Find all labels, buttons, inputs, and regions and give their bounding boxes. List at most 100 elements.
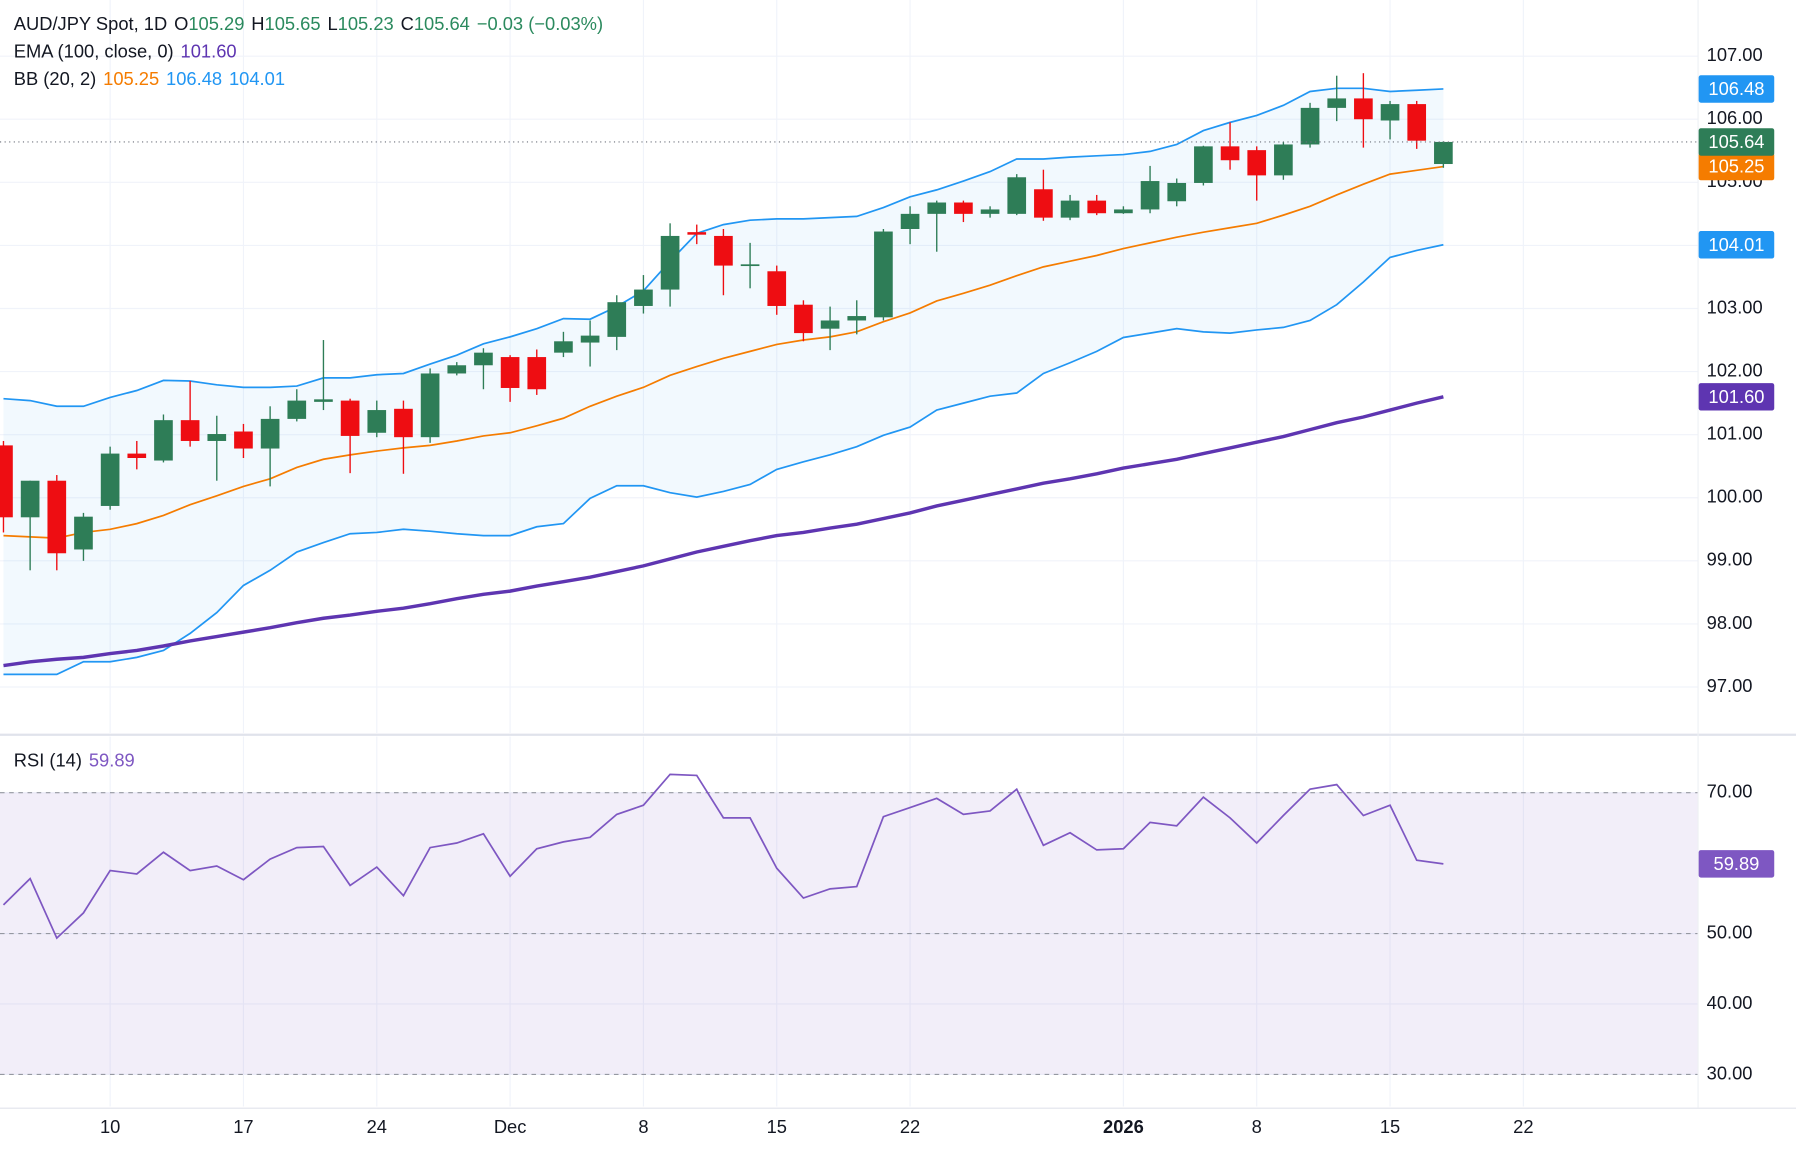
price-legend: AUD/JPY Spot, 1D O105.29 H105.65 L105.23 C10… [14,11,610,93]
candle-body [260,418,280,449]
candle-body [234,431,253,449]
candle-body [767,271,787,306]
candle [1220,122,1240,170]
candle-body [1087,200,1107,214]
candle-body [1274,144,1293,176]
candle-body [687,232,707,235]
candle [820,306,840,351]
candle [180,381,200,447]
price-tag-label: 101.60 [1708,386,1764,407]
candle [0,440,13,533]
candle-body [0,445,13,518]
y-tick-label: 106.00 [1707,107,1763,128]
candle-body [127,453,147,459]
candle [1380,100,1400,140]
y-tick-label: 107.00 [1707,44,1763,65]
x-tick-label: 8 [638,1116,648,1137]
candle-body [367,410,387,433]
x-tick-label: 22 [1513,1116,1533,1137]
x-tick-label: 15 [767,1116,787,1137]
price-tag-box [1698,231,1775,259]
candle [900,206,920,245]
candle [1274,141,1293,180]
candle-body [847,316,867,321]
candle-body [1327,98,1347,108]
candle [20,480,40,571]
legend-row: BB (20, 2) 105.25 106.48 104.01 [14,66,610,93]
candle-body [874,231,893,318]
candle-body [1407,104,1427,141]
candle [127,440,147,470]
price-tag: 105.64 [1698,128,1775,156]
candle-body [1434,141,1453,165]
candle-body [447,365,467,374]
candle-body [980,209,1000,214]
x-tick-label: 8 [1252,1116,1262,1137]
candle [1114,206,1133,214]
candle-body [1247,150,1267,176]
price-tag-box [1698,850,1775,878]
price-tag: 101.60 [1698,383,1775,411]
candle [74,512,93,561]
candle [554,331,573,358]
candle-body [314,399,333,402]
candle-body [607,302,627,337]
ohlc-value: 105.23 [337,14,394,35]
candle-body [714,235,733,266]
y-tick-label: 99.00 [1707,549,1753,570]
y-tick-label: 97.00 [1707,675,1753,696]
band-fill [3,88,1444,675]
candle [794,300,813,342]
candle-body [554,341,573,353]
candle-body [154,420,173,461]
x-tick-label: Dec [494,1116,527,1137]
candle-body [474,352,493,366]
candle [314,340,333,411]
indicator-name: EMA (100, close, 0) [13,42,174,62]
candle-body [394,408,413,438]
candle-body [100,453,120,506]
rsi-plot [0,773,1698,1075]
legend-row: AUD/JPY Spot, 1D O105.29 H105.65 L105.23 C10… [14,11,610,38]
candle-body [1034,189,1053,218]
candle [1247,146,1267,201]
price-tag-box [1698,75,1775,103]
candle-body [1060,200,1080,218]
ohlc-key: L [327,14,338,35]
candle [1194,145,1213,186]
indicator-value: 101.60 [180,42,237,62]
candle [154,414,173,463]
ohlc-value: 105.64 [413,14,470,35]
candle-body [1167,182,1187,202]
candle [340,398,360,474]
candle-body [1007,177,1027,214]
candle [287,389,307,422]
candle [740,242,760,289]
price-tag-label: 105.25 [1708,156,1764,177]
candle [607,295,627,351]
candle-body [1140,181,1160,210]
ohlc-value: 105.29 [188,14,245,35]
price-tag-box [1698,383,1775,411]
price-tag: 105.25 [1698,152,1775,181]
y-tick-label: 103.00 [1707,296,1763,317]
indicator-name: BB (20, 2) [13,69,97,90]
band-line [3,87,1444,408]
candle [927,200,947,252]
price-tag-label: 105.64 [1708,131,1764,152]
ohlc-key: C [400,14,414,35]
price-plot [0,73,1453,676]
candle-body [954,202,973,214]
candle [1300,102,1320,148]
candle [234,423,253,459]
y-tick-label: 100.00 [1707,486,1763,507]
indicator-value: 105.25 [103,69,160,90]
candle [1407,100,1427,149]
x-tick-label: 24 [367,1116,387,1137]
candle [1327,75,1347,122]
candle-body [180,420,200,441]
candle-body [740,264,760,267]
candle [874,229,893,321]
price-tag: 106.48 [1698,75,1775,103]
